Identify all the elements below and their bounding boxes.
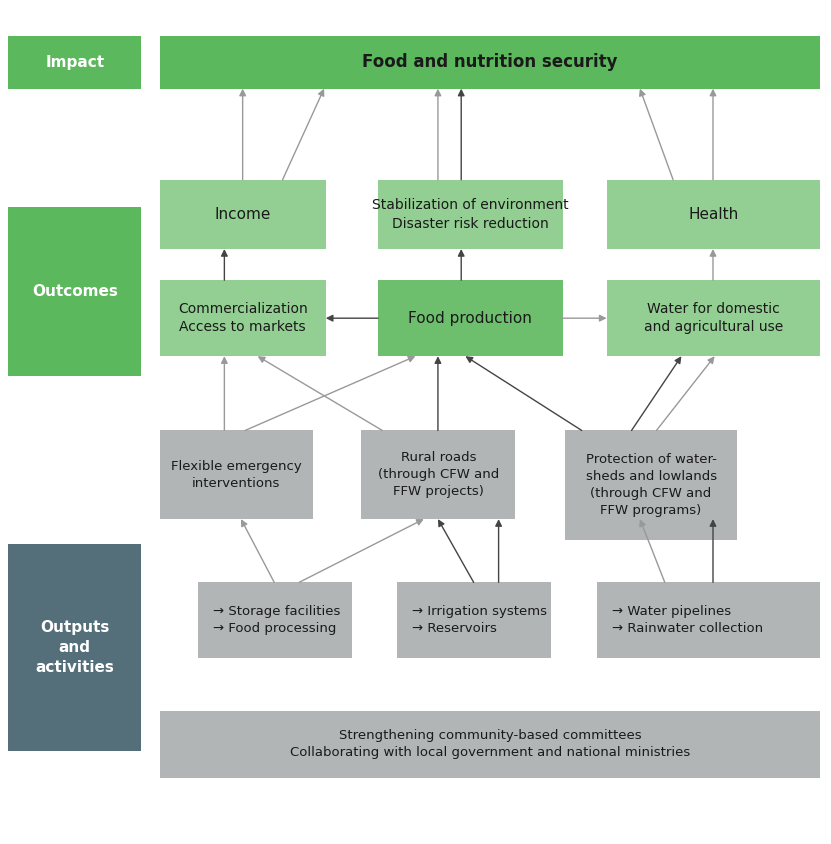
Bar: [160, 36, 820, 89]
Text: Impact: Impact: [45, 55, 105, 70]
Text: Protection of water-
sheds and lowlands
(through CFW and
FFW programs): Protection of water- sheds and lowlands …: [586, 453, 716, 517]
Bar: [597, 582, 820, 658]
Text: Rural roads
(through CFW and
FFW projects): Rural roads (through CFW and FFW project…: [378, 452, 499, 498]
Bar: [160, 180, 326, 249]
Text: Outputs
and
activities: Outputs and activities: [36, 620, 114, 675]
Text: Food production: Food production: [408, 311, 533, 326]
Bar: [8, 207, 141, 376]
Text: Strengthening community-based committees
Collaborating with local government and: Strengthening community-based committees…: [290, 729, 690, 760]
Bar: [397, 582, 551, 658]
Bar: [8, 544, 141, 751]
Text: → Water pipelines
→ Rainwater collection: → Water pipelines → Rainwater collection: [612, 605, 763, 636]
Bar: [8, 36, 141, 89]
Text: → Irrigation systems
→ Reservoirs: → Irrigation systems → Reservoirs: [412, 605, 547, 636]
Text: Commercialization
Access to markets: Commercialization Access to markets: [178, 302, 307, 334]
Bar: [607, 180, 820, 249]
Text: Food and nutrition security: Food and nutrition security: [362, 53, 617, 72]
Text: Outcomes: Outcomes: [32, 284, 118, 299]
Text: Income: Income: [214, 207, 271, 222]
Text: Water for domestic
and agricultural use: Water for domestic and agricultural use: [644, 302, 783, 334]
Bar: [160, 430, 313, 519]
Text: Stabilization of environment
Disaster risk reduction: Stabilization of environment Disaster ri…: [372, 198, 568, 230]
Bar: [378, 280, 563, 356]
Bar: [565, 430, 737, 540]
Bar: [378, 180, 563, 249]
Bar: [160, 280, 326, 356]
Bar: [607, 280, 820, 356]
Text: Flexible emergency
interventions: Flexible emergency interventions: [171, 460, 302, 490]
Bar: [160, 711, 820, 778]
Text: Health: Health: [688, 207, 739, 222]
Bar: [361, 430, 515, 519]
Bar: [198, 582, 352, 658]
Text: → Storage facilities
→ Food processing: → Storage facilities → Food processing: [213, 605, 340, 636]
